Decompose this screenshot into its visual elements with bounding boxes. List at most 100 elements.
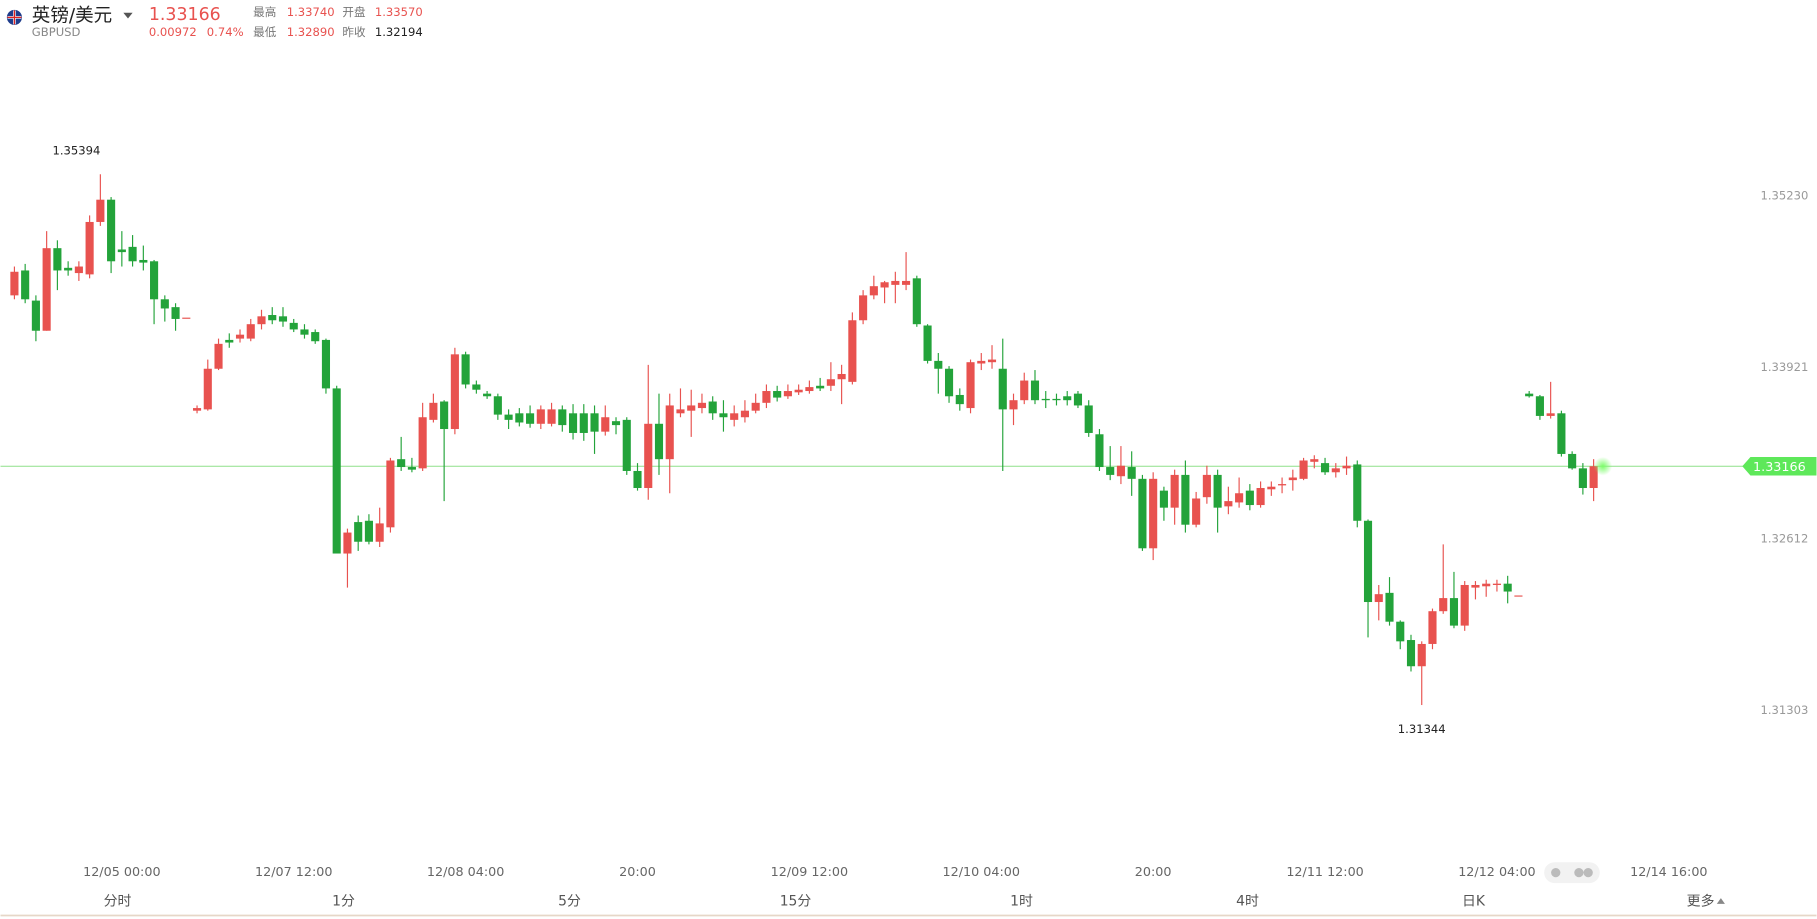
candle-body — [268, 315, 277, 321]
candle-body — [107, 199, 116, 262]
candle-body — [386, 460, 395, 528]
flag-icon — [6, 9, 22, 25]
x-tick-label: 12/09 12:00 — [771, 865, 848, 880]
period-tab[interactable]: 5分 — [558, 894, 581, 910]
candle-body — [676, 409, 685, 414]
candle-body — [117, 249, 126, 253]
candle-body — [1192, 498, 1201, 525]
candle-body — [1568, 453, 1577, 469]
candle-body — [96, 199, 105, 222]
candle-body — [1235, 493, 1244, 503]
candle-body — [697, 402, 707, 409]
candle-body — [1482, 583, 1491, 587]
candle-body — [891, 280, 900, 285]
candle-body — [805, 387, 814, 392]
candle-body — [203, 368, 212, 410]
candle-body — [719, 413, 728, 418]
change-pct: 0.74% — [207, 25, 244, 39]
candle-body — [902, 280, 911, 285]
candle-body — [1213, 474, 1222, 508]
candle-body — [139, 259, 148, 263]
candle-body — [375, 523, 384, 542]
candle-body — [762, 391, 771, 403]
candle-body — [955, 394, 964, 405]
period-tab[interactable]: 4时 — [1236, 894, 1259, 910]
candle-body — [1385, 592, 1394, 622]
candle-body — [622, 419, 631, 471]
last-price-glow — [1593, 456, 1613, 476]
candle-body — [1278, 484, 1287, 486]
candle-body — [1245, 490, 1254, 506]
candle-body — [1353, 464, 1362, 521]
period-tab[interactable]: 日K — [1462, 894, 1486, 910]
candle-body — [1063, 396, 1072, 401]
candle-body — [150, 261, 159, 300]
candle-body — [1299, 460, 1308, 479]
candle-body — [450, 354, 459, 430]
candle-body — [343, 532, 352, 554]
x-tick-label: 12/12 04:00 — [1458, 865, 1535, 880]
candle-body — [160, 299, 169, 309]
candle-body — [1106, 467, 1115, 475]
period-tab[interactable]: 1时 — [1010, 894, 1033, 910]
period-tab[interactable]: 15分 — [780, 894, 812, 910]
candle-body — [53, 248, 62, 271]
candle-body — [1535, 396, 1544, 416]
candle-body — [1127, 467, 1136, 479]
candle-body — [171, 307, 180, 319]
candle-body — [1149, 478, 1158, 549]
candle-body — [773, 391, 782, 398]
candle-body — [1439, 598, 1448, 612]
candle-body — [558, 409, 567, 426]
period-tab[interactable]: 分时 — [104, 894, 132, 910]
candle-body — [1267, 486, 1276, 490]
candle-body — [1009, 400, 1018, 410]
candle-body — [880, 282, 889, 288]
more-button[interactable]: 更多 — [1687, 893, 1715, 910]
candle-body — [633, 470, 642, 489]
candle-body — [1020, 380, 1029, 401]
dropdown-arrow[interactable] — [123, 12, 133, 19]
candle-body — [354, 522, 363, 542]
candle-body — [1514, 595, 1523, 597]
candle-body — [708, 401, 717, 414]
period-tab[interactable]: 1分 — [332, 894, 355, 910]
candle-body — [783, 391, 792, 397]
candle-body — [85, 221, 94, 275]
more-arrow[interactable] — [1716, 898, 1725, 904]
candle-body — [869, 286, 878, 296]
candle-body — [364, 520, 373, 542]
stat-label: 最低 — [253, 25, 277, 39]
candle-body — [934, 360, 943, 369]
stat-value: 1.32194 — [375, 25, 423, 39]
candle-body — [751, 402, 760, 411]
toggle-icons[interactable] — [1544, 862, 1600, 884]
candle-body — [235, 334, 245, 339]
candle-body — [225, 339, 234, 343]
candle-body — [1052, 398, 1061, 401]
y-tick-label: 1.35230 — [1760, 188, 1808, 202]
candle-body — [987, 359, 997, 363]
price: 1.33166 — [149, 5, 221, 25]
candle-body — [1331, 468, 1340, 473]
x-tick-label: 12/05 00:00 — [83, 865, 160, 880]
candle-body — [1374, 594, 1383, 603]
header: 英镑/美元 GBPUSD 1.33166 0.00972 0.74% 最高 1.… — [6, 5, 423, 39]
symbol-code: GBPUSD — [32, 25, 81, 39]
candle-body — [1202, 474, 1211, 498]
stat-value: 1.32890 — [287, 25, 335, 39]
candle-body — [944, 368, 954, 397]
candle-body — [998, 368, 1007, 410]
candle-body — [966, 362, 975, 409]
candle-body — [74, 266, 83, 274]
candle-body — [536, 409, 545, 424]
stat-value: 1.33740 — [287, 5, 335, 19]
candle-body — [1224, 501, 1233, 507]
candle-body — [42, 248, 51, 331]
candle-body — [1546, 413, 1555, 416]
candle-body — [493, 396, 502, 415]
candle-body — [1471, 584, 1480, 588]
y-tick-label: 1.31303 — [1760, 703, 1808, 717]
candle-body — [654, 423, 664, 460]
